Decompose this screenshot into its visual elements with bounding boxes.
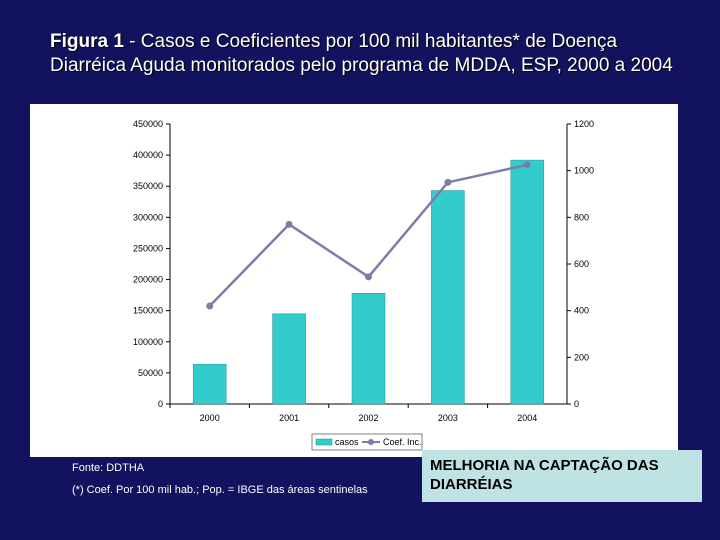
- figure-caption: - Casos e Coeficientes por 100 mil habit…: [50, 31, 673, 76]
- slide-title: Figura 1 - Casos e Coeficientes por 100 …: [50, 30, 690, 78]
- y-left-tick-label: 150000: [133, 306, 163, 316]
- footnote: (*) Coef. Por 100 mil hab.; Pop. = IBGE …: [72, 484, 368, 496]
- y-left-tick-label: 450000: [133, 119, 163, 129]
- y-right-tick-label: 400: [574, 306, 589, 316]
- y-right-tick-label: 1200: [574, 119, 594, 129]
- legend-swatch-casos: [315, 438, 333, 446]
- x-tick-label: 2000: [200, 413, 220, 423]
- legend-swatch-point: [368, 439, 374, 445]
- x-tick-label: 2001: [279, 413, 299, 423]
- y-right-tick-label: 200: [574, 352, 589, 362]
- notes-panel: Fonte: DDTHA (*) Coef. Por 100 mil hab.;…: [30, 457, 400, 507]
- x-tick-label: 2004: [517, 413, 537, 423]
- line-coef-inc: [208, 163, 528, 307]
- y-left-tick-label: 0: [158, 399, 163, 409]
- legend-label-casos: casos: [335, 437, 359, 447]
- point-coef-inc: [444, 178, 452, 186]
- point-coef-inc: [523, 161, 531, 169]
- y-right-tick-label: 600: [574, 259, 589, 269]
- figure-label: Figura 1: [50, 31, 124, 52]
- bar-casos: [192, 363, 227, 405]
- y-left-tick-label: 350000: [133, 181, 163, 191]
- y-right-tick-label: 1000: [574, 166, 594, 176]
- combo-chart: 0 50000 100000 150000 200000 250000 300000 3500…: [133, 119, 594, 451]
- bar-casos: [510, 159, 545, 405]
- x-tick-label: 2002: [358, 413, 378, 423]
- bar-casos: [431, 190, 465, 405]
- y-left-tick-label: 300000: [133, 212, 163, 222]
- source-note: Fonte: DDTHA: [72, 462, 145, 474]
- x-tick-label: 2003: [438, 413, 458, 423]
- y-right-tick-label: 0: [574, 399, 579, 409]
- y-right-tick-label: 800: [574, 212, 589, 222]
- bar-casos: [351, 292, 386, 405]
- bar-casos: [272, 313, 306, 405]
- y-left-tick-label: 50000: [138, 368, 163, 378]
- y-left-tick-label: 100000: [133, 337, 163, 347]
- y-left-tick-label: 200000: [133, 275, 163, 285]
- point-coef-inc: [285, 220, 293, 228]
- y-left-tick-label: 250000: [133, 243, 163, 253]
- point-coef-inc: [365, 273, 372, 281]
- point-coef-inc: [206, 302, 214, 310]
- y-left-tick-label: 400000: [133, 150, 163, 160]
- callout-box: MELHORIA NA CAPTAÇÃO DAS DIARRÉIAS: [422, 450, 702, 502]
- chart-panel: 0 50000 100000 150000 200000 250000 300000 3500…: [30, 104, 678, 457]
- legend-label-coef: Coef. Inc.: [383, 437, 422, 447]
